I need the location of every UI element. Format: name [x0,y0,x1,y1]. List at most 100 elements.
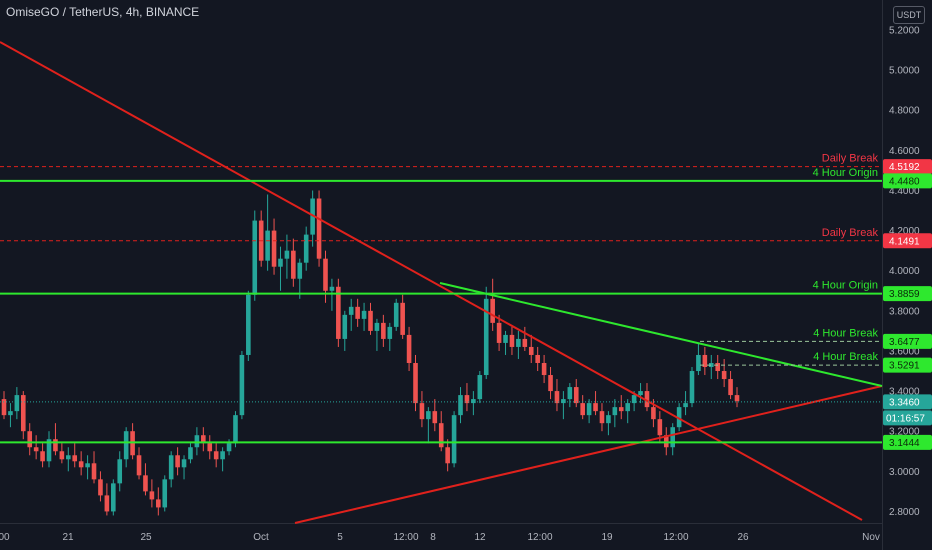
candle [728,379,733,396]
candle [689,371,695,404]
x-tick-label: 12 [474,532,486,543]
candle [40,451,45,462]
candle [490,298,495,323]
candle [464,395,470,404]
y-tick-label: 3.4000 [889,387,920,398]
candle [458,395,463,416]
candle [59,451,65,460]
y-tick-label: 4.4000 [889,186,920,197]
candle [342,314,348,339]
current-price-pill [883,394,932,410]
candle [72,455,78,462]
candle [329,286,335,291]
price-pill-label: 3.1444 [889,438,920,449]
candle [503,334,508,343]
candle [400,302,405,335]
candle [65,455,71,460]
candle [265,230,270,261]
red-uptrend-line[interactable] [294,385,883,524]
candle [734,395,740,402]
trendlines [0,41,883,524]
candle [638,391,643,396]
candle [509,334,515,347]
candle [516,338,521,347]
candle [162,479,168,508]
candle [361,310,367,319]
candle [663,435,669,448]
x-tick-label: 25 [140,532,152,543]
candle [8,411,13,416]
x-tick-label: Nov [862,532,880,543]
candle [419,403,425,420]
x-tick-label: 21 [62,532,74,543]
candle [567,387,573,400]
level-label: Daily Break [822,153,879,165]
horizontal-levels: Daily Break 4 Hour Origin Daily Break 4 Hou… [0,153,882,444]
candle [85,463,90,468]
candle [297,262,303,279]
candle [708,362,714,368]
candle [213,451,219,460]
candle [336,286,341,339]
candle [143,475,148,492]
candle [387,326,393,339]
price-pill-label: 3.5291 [889,361,920,372]
candle [528,346,534,355]
price-pill [883,233,932,249]
candle [168,455,174,480]
candle [98,479,103,496]
price-pill-label: 4.1491 [889,236,920,247]
candle [20,395,26,432]
candle [156,499,161,508]
candle [33,447,39,452]
candle [111,483,116,512]
price-pill-label: 3.6477 [889,337,920,348]
candle [348,306,354,315]
candle [413,362,418,404]
candle [27,431,33,448]
level-label: Daily Break [822,227,879,239]
x-tick-label: 00 [0,532,10,543]
candle [284,250,290,259]
candle [644,391,650,408]
candle [696,354,701,372]
candle [78,461,84,468]
candle [535,354,540,363]
candle [580,403,585,416]
y-tick-label: 2.8000 [889,507,920,518]
candle [149,491,155,500]
time-axis: 00 21 25 Oct 5 12:00 8 12 12:00 19 12:00 26 Nov [0,532,880,543]
candle [438,423,444,448]
candle [657,419,663,436]
candle [239,354,245,416]
candle [381,322,386,339]
green-wedge-line[interactable] [439,282,883,387]
candle [702,354,708,368]
level-label: 4 Hour Origin [813,167,878,179]
price-pill [883,159,932,175]
y-tick-label: 4.2000 [889,226,920,237]
candle [323,258,328,291]
candle [618,407,624,412]
candle [477,375,483,400]
candle [561,399,566,404]
candle [606,415,611,424]
candle [291,250,296,279]
candle [201,435,206,444]
candle [496,322,502,343]
candle [14,395,20,412]
candle [522,338,528,347]
x-tick-label: 19 [601,532,613,543]
candle [181,459,187,468]
currency-button[interactable]: USDT [893,6,925,24]
candle [586,403,592,416]
candle [548,375,553,392]
candle [432,411,438,424]
level-label: 4 Hour Break [813,327,878,339]
red-downtrend-line[interactable] [0,41,863,521]
candle [631,395,637,404]
candle [53,439,58,452]
y-tick-label: 4.8000 [889,106,920,117]
candle [136,455,142,476]
